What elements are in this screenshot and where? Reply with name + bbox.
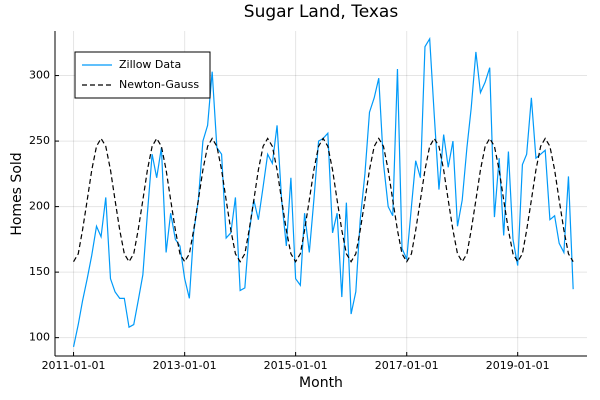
x-tick-label: 2013-01-01 [153, 359, 217, 372]
chart-title: Sugar Land, Texas [244, 2, 399, 22]
x-tick-label: 2011-01-01 [42, 359, 106, 372]
y-tick-label: 300 [29, 69, 50, 82]
x-tick-label: 2015-01-01 [264, 359, 328, 372]
y-tick-label: 250 [29, 134, 50, 147]
legend-label: Zillow Data [119, 58, 181, 71]
data-line [73, 137, 574, 263]
legend-label: Newton-Gauss [119, 78, 199, 91]
legend-box [74, 51, 211, 99]
x-axis-label: Month [299, 375, 343, 391]
x-tick-label: 2019-01-01 [486, 359, 550, 372]
y-tick-label: 200 [29, 200, 50, 213]
y-tick-label: 100 [29, 331, 50, 344]
y-axis-label: Homes Sold [9, 152, 25, 235]
y-tick-label: 150 [29, 265, 50, 278]
x-tick-label: 2017-01-01 [375, 359, 439, 372]
